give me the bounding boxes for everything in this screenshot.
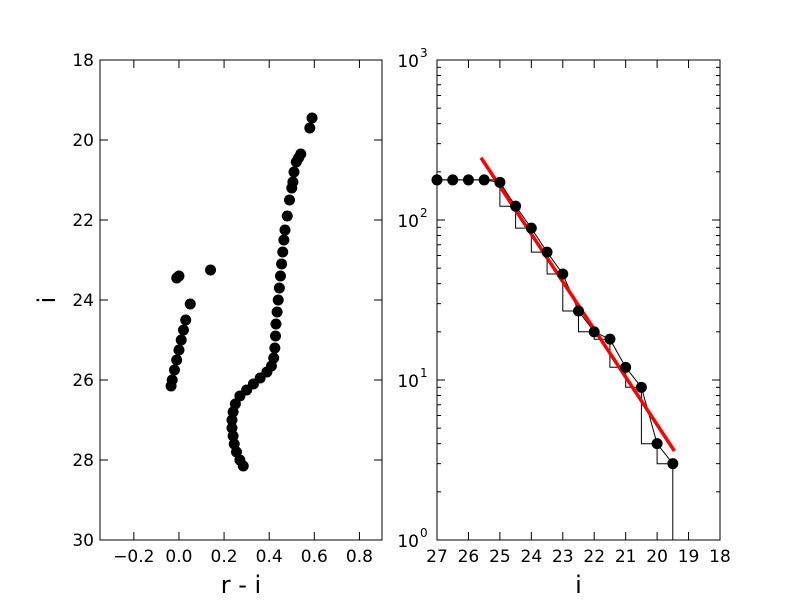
y-tick-label: 26 xyxy=(72,371,94,391)
data-point xyxy=(494,176,506,188)
y-tick-exponent: 0 xyxy=(420,526,428,540)
x-tick-label: 21 xyxy=(615,547,637,567)
y-tick-label: 20 xyxy=(72,131,94,151)
data-point xyxy=(588,326,600,338)
data-point xyxy=(226,414,238,426)
x-tick-label: 0.4 xyxy=(256,547,283,567)
y-tick-label: 24 xyxy=(72,291,94,311)
data-point xyxy=(541,246,553,258)
data-point xyxy=(304,122,316,134)
y-tick-label: 10 xyxy=(397,212,419,232)
x-axis-label: r - i xyxy=(221,571,261,599)
data-point xyxy=(237,460,249,472)
y-tick-label: 28 xyxy=(72,451,94,471)
y-tick-label: 22 xyxy=(72,211,94,231)
data-point xyxy=(306,112,318,124)
data-point xyxy=(177,324,189,336)
data-point xyxy=(171,272,183,284)
data-point xyxy=(667,458,679,470)
data-point xyxy=(173,344,185,356)
data-point xyxy=(288,166,300,178)
x-tick-label: 19 xyxy=(678,547,700,567)
data-point xyxy=(573,305,584,317)
data-point xyxy=(284,194,296,206)
x-tick-label: −0.2 xyxy=(113,547,154,567)
histogram-steps xyxy=(437,179,674,540)
data-point xyxy=(604,333,616,345)
fit-line xyxy=(479,156,676,452)
data-point xyxy=(184,298,196,310)
data-point xyxy=(278,234,290,246)
data-point xyxy=(431,174,443,186)
data-point xyxy=(165,380,177,392)
y-tick-label: 10 xyxy=(397,372,419,392)
data-point xyxy=(277,246,289,258)
x-tick-label: 20 xyxy=(646,547,668,567)
y-axis-label: i xyxy=(33,297,61,304)
data-point xyxy=(651,438,663,450)
cmd-panel: −0.2 0.0 0.2 0.4 0.6 0.8 18 20 22 24 26 28 30 r - i i xyxy=(33,51,383,599)
y-tick-exponent: 1 xyxy=(420,366,428,380)
x-tick-label: 0.0 xyxy=(165,547,192,567)
data-point xyxy=(279,224,291,236)
x-tick-label: 0.2 xyxy=(211,547,238,567)
data-point xyxy=(269,342,281,354)
data-point xyxy=(274,270,286,282)
data-point xyxy=(270,330,282,342)
y-tick-exponent: 3 xyxy=(420,46,428,60)
data-point xyxy=(447,174,459,186)
x-tick-label: 0.6 xyxy=(301,547,328,567)
data-point xyxy=(271,306,283,318)
data-point xyxy=(478,174,490,186)
x-tick-label: 0.8 xyxy=(346,547,373,567)
data-line xyxy=(437,179,674,465)
data-point xyxy=(168,364,180,376)
data-point xyxy=(510,200,522,212)
x-axis-label: i xyxy=(575,571,582,599)
data-point xyxy=(290,156,302,168)
data-point xyxy=(205,264,217,276)
data-point xyxy=(234,390,246,402)
data-point xyxy=(175,334,187,346)
plot-frame xyxy=(436,59,721,541)
data-point xyxy=(557,268,569,280)
y-tick-label: 10 xyxy=(397,52,419,72)
data-point xyxy=(273,282,285,294)
x-tick-label: 27 xyxy=(426,547,448,567)
data-point xyxy=(276,258,288,270)
data-point xyxy=(180,314,192,326)
x-tick-label: 23 xyxy=(552,547,574,567)
data-point xyxy=(620,361,632,373)
data-point xyxy=(635,381,647,393)
data-point xyxy=(525,222,537,234)
y-tick-label: 10 xyxy=(397,532,419,552)
data-point xyxy=(281,210,293,222)
y-tick-label: 30 xyxy=(72,531,94,551)
x-tick-label: 18 xyxy=(709,547,731,567)
x-tick-label: 25 xyxy=(489,547,511,567)
x-tick-label: 24 xyxy=(521,547,543,567)
y-tick-label: 18 xyxy=(72,51,94,71)
x-tick-label: 26 xyxy=(458,547,480,567)
y-tick-exponent: 2 xyxy=(420,206,428,220)
data-point xyxy=(462,174,474,186)
data-point xyxy=(272,294,284,306)
data-point xyxy=(270,318,282,330)
x-tick-label: 22 xyxy=(583,547,605,567)
data-point xyxy=(171,354,183,366)
data-point xyxy=(286,182,298,194)
